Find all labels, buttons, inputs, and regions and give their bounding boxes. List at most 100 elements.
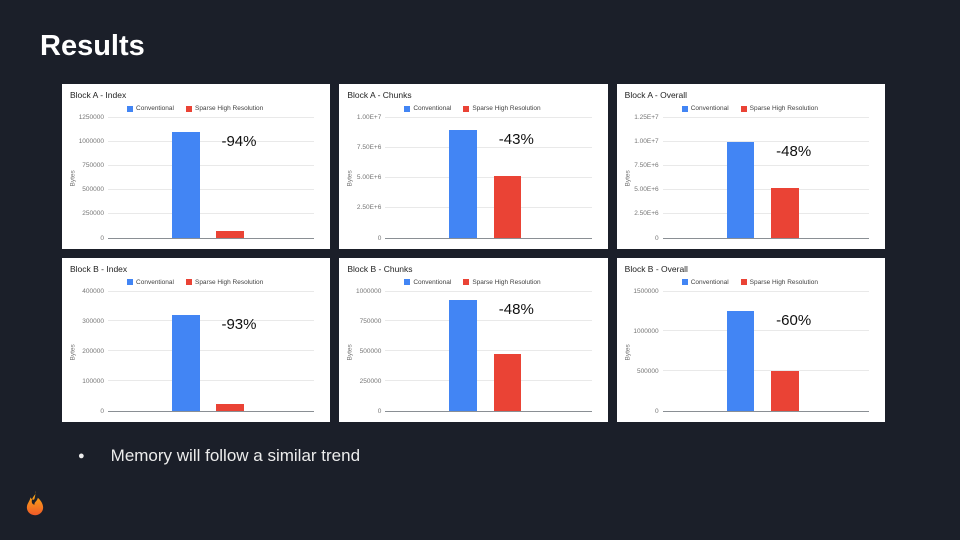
legend-item-sparse: Sparse High Resolution [740,278,818,286]
gridline [662,164,869,166]
chart-title: Block A - Index [70,90,127,100]
y-tick-label: 0 [377,408,382,415]
bar-conventional [171,315,200,411]
plot-area: -43% [385,117,592,239]
legend-swatch-sparse [740,105,747,112]
legend-swatch-conventional [404,279,411,285]
legend-swatch-conventional [681,279,688,285]
gridline [385,380,592,382]
reduction-annotation: -48% [776,142,812,160]
gridline [385,146,592,148]
y-tick-label: 100000 [82,377,104,385]
gridline [662,212,869,214]
y-tick-label: 500000 [636,367,659,375]
y-axis-title: Bytes [69,343,77,360]
gridline [108,290,315,292]
chart-legend: Conventional Sparse High Resolution [345,105,599,112]
gridline [108,140,315,142]
chart-legend: Conventional Sparse High Resolution [623,105,877,112]
gridline [108,320,315,322]
y-tick-labels: 0 100000 200000 300000 400000 [78,288,108,416]
y-tick-label: 2.50E+6 [356,204,382,212]
y-tick-label: 5.00E+6 [356,174,382,182]
reduction-annotation: -48% [498,300,534,318]
gridline [385,206,592,208]
legend-label-sparse: Sparse High Resolution [749,278,818,286]
chart-panel: Block A - Chunks Conventional Sparse Hig… [339,84,608,249]
bar-sparse [770,187,799,238]
chart-title: Block B - Overall [624,263,688,274]
page-title: Results [40,30,145,62]
bar-conventional [449,299,478,411]
legend-label-sparse: Sparse High Resolution [472,105,541,112]
gridline [662,140,869,142]
chart-legend: Conventional Sparse High Resolution [68,279,322,286]
y-tick-label: 1000000 [633,327,659,335]
bar-conventional [171,132,200,238]
plot-row: Bytes 0 250000 500000 750000 1000000 -48% [345,288,599,416]
y-tick-label: 0 [100,234,104,242]
y-tick-label: 200000 [82,347,104,355]
legend-label-conventional: Conventional [690,278,729,286]
reduction-annotation: -94% [221,133,257,151]
bar-sparse [770,371,799,411]
plot-area: -48% [662,117,869,239]
legend-label-sparse: Sparse High Resolution [194,105,264,112]
y-tick-label: 0 [377,234,382,242]
gridline [662,117,869,118]
bar-sparse [216,404,245,411]
chart-title: Block B - Index [70,263,128,274]
chart-panel: Block B - Index Conventional Sparse High… [62,257,331,422]
reduction-annotation: -93% [221,316,257,334]
y-tick-label: 500000 [82,186,104,194]
bullet-item: ● Memory will follow a similar trend [78,446,360,466]
legend-label-conventional: Conventional [136,278,174,286]
legend-swatch-conventional [127,279,134,285]
chart-title: Block A - Chunks [347,90,412,100]
y-tick-label: 400000 [82,287,104,295]
bar-conventional [726,311,755,411]
legend-label-sparse: Sparse High Resolution [472,278,541,286]
chart-grid: Block A - Index Conventional Sparse High… [62,84,885,422]
y-tick-label: 0 [100,408,104,415]
reduction-annotation: -43% [498,130,534,148]
chart-title: Block B - Chunks [347,263,413,274]
legend-label-sparse: Sparse High Resolution [749,105,818,112]
chart-legend: Conventional Sparse High Resolution [345,279,599,286]
plot-row: Bytes 0 500000 1000000 1500000 -60% [623,288,877,415]
bar-sparse [493,175,522,238]
legend-label-sparse: Sparse High Resolution [194,278,264,286]
y-tick-label: 1.00E+7 [634,138,659,146]
legend-item-sparse: Sparse High Resolution [185,278,264,286]
legend-swatch-sparse [463,279,470,285]
legend-swatch-conventional [404,105,411,112]
plot-area: -60% [662,290,869,412]
legend-item-conventional: Conventional [127,279,174,286]
legend-swatch-sparse [185,279,192,285]
y-tick-label: 0 [655,408,659,415]
chart-title: Block A - Overall [624,90,688,100]
reduction-annotation: -60% [776,312,812,330]
legend-item-conventional: Conventional [681,105,729,112]
y-tick-label: 250000 [82,210,104,218]
bar-conventional [726,141,755,238]
y-tick-label: 750000 [359,317,382,325]
bar-sparse [493,353,522,411]
plot-area: -94% [108,117,315,239]
legend-item-conventional: Conventional [404,105,451,112]
legend-item-sparse: Sparse High Resolution [185,105,264,112]
gridline [662,330,869,332]
legend-swatch-sparse [740,279,747,285]
legend-item-sparse: Sparse High Resolution [463,278,541,286]
y-axis-title: Bytes [69,170,77,187]
y-tick-labels: 0 250000 500000 750000 1000000 [355,288,385,416]
gridline [662,370,869,372]
gridline [108,350,315,352]
gridline [108,188,315,190]
grafana-flame-icon [26,490,44,516]
y-tick-label: 7.50E+6 [634,162,659,170]
y-tick-label: 250000 [359,377,382,385]
legend-item-sparse: Sparse High Resolution [463,105,541,112]
y-tick-label: 1000000 [78,138,104,146]
y-tick-labels: 0 2.50E+6 5.00E+6 7.50E+6 1.00E+7 [355,114,385,242]
